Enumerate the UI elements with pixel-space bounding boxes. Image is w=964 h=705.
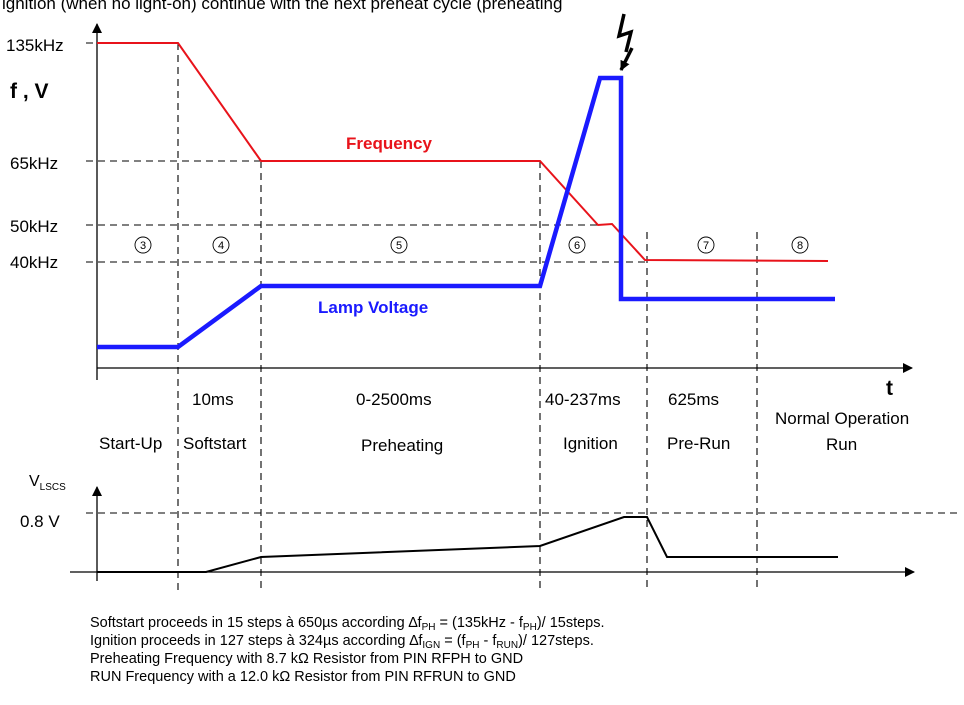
phase-number-7: 7 <box>697 236 715 254</box>
phase-number-5: 5 <box>390 236 408 254</box>
svg-text:6: 6 <box>574 240 580 252</box>
phase-number-4: 4 <box>212 236 230 254</box>
top-caption: ignition (when no light-on) continue wit… <box>2 0 562 13</box>
duration-ignition: 40-237ms <box>545 390 621 409</box>
t-axis-label: t <box>886 377 893 400</box>
phase-pre-run: Pre-Run <box>667 434 730 453</box>
duration-pre-run: 625ms <box>668 390 719 409</box>
note-preheating-frequency: Preheating Frequency with 8.7 kΩ Resisto… <box>90 651 524 667</box>
lightning-icon <box>616 13 634 53</box>
tick-65khz: 65kHz <box>10 154 58 173</box>
duration-preheating: 0-2500ms <box>356 390 432 409</box>
lamp-voltage-curve <box>97 75 835 350</box>
svg-text:5: 5 <box>396 240 402 252</box>
phase-ignition: Ignition <box>563 434 618 453</box>
frequency-curve <box>97 42 829 262</box>
tick-50khz: 50kHz <box>10 217 58 236</box>
notes-block: Softstart proceeds in 15 steps à 650µs a… <box>90 614 950 686</box>
duration-softstart: 10ms <box>192 390 234 409</box>
spark-arrow <box>619 47 634 71</box>
svg-text:4: 4 <box>218 240 224 252</box>
tick-40khz: 40kHz <box>10 253 58 272</box>
phase-normal-operation: Normal Operation <box>775 409 909 428</box>
lower-y-label: VLSCS <box>29 473 66 493</box>
frequency-label: Frequency <box>346 134 433 153</box>
phase-number-8: 8 <box>791 236 809 254</box>
phase-number-3: 3 <box>134 236 152 254</box>
note-ignition: Ignition proceeds in 127 steps à 324µs a… <box>90 633 594 651</box>
phase-number-6: 6 <box>568 236 586 254</box>
svg-text:7: 7 <box>703 240 709 252</box>
phase-softstart: Softstart <box>183 434 247 453</box>
phase-preheating: Preheating <box>361 436 443 455</box>
tick-135khz: 135kHz <box>6 36 64 55</box>
note-softstart: Softstart proceeds in 15 steps à 650µs a… <box>90 615 605 633</box>
phase-start-up: Start-Up <box>99 434 162 453</box>
lamp-voltage-label: Lamp Voltage <box>318 298 428 317</box>
phase-run: Run <box>826 435 857 454</box>
tick-0-8v: 0.8 V <box>20 512 60 531</box>
note-run-frequency: RUN Frequency with a 12.0 kΩ Resistor fr… <box>90 669 516 685</box>
y-axis-label: f , V <box>10 80 49 103</box>
svg-text:8: 8 <box>797 240 803 252</box>
vlscs-curve <box>97 516 838 573</box>
svg-text:3: 3 <box>140 240 146 252</box>
